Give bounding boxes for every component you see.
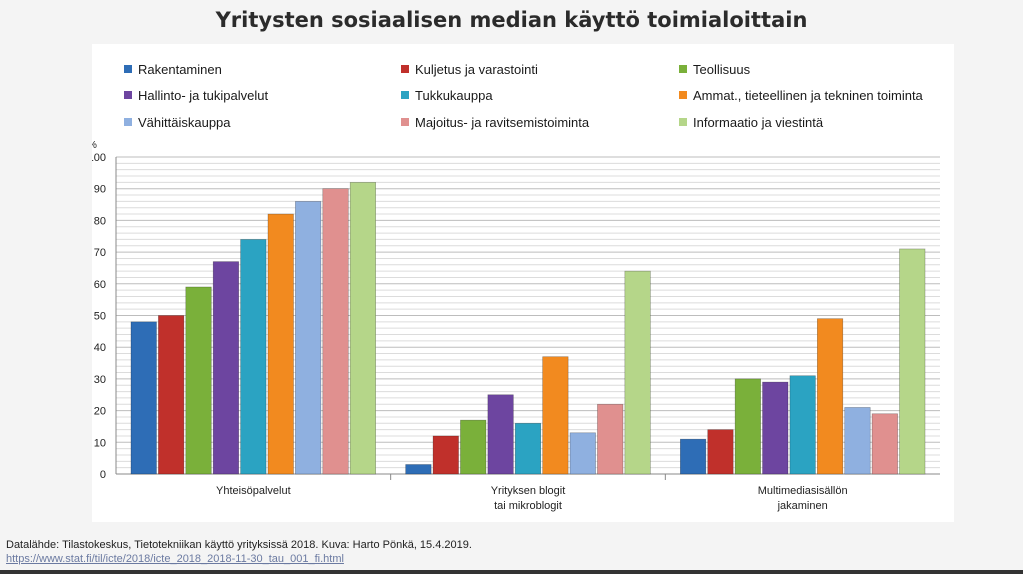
source-text: Datalähde: Tilastokeskus, Tietotekniikan… — [6, 539, 472, 551]
bar — [405, 464, 432, 475]
legend-swatch — [401, 91, 409, 99]
legend-label: Teollisuus — [693, 61, 751, 77]
bar — [295, 201, 322, 475]
legend-swatch — [679, 91, 687, 99]
x-tick-label: tai mikroblogit — [494, 500, 562, 512]
y-tick-label: 30 — [94, 374, 106, 386]
y-tick-label: 60 — [94, 279, 106, 291]
legend-label: Hallinto- ja tukipalvelut — [138, 87, 269, 103]
x-tick-label: jakaminen — [777, 500, 828, 512]
y-axis-label: % — [92, 140, 97, 151]
y-tick-label: 70 — [94, 247, 106, 259]
legend-item: Kuljetus ja varastointi — [401, 61, 538, 77]
y-tick-label: 40 — [94, 342, 106, 354]
legend-label: Rakentaminen — [138, 61, 222, 77]
y-tick-label: 20 — [94, 406, 106, 418]
y-tick-label: 90 — [94, 184, 106, 196]
legend-swatch — [124, 91, 132, 99]
legend-swatch — [124, 118, 132, 126]
legend-label: Kuljetus ja varastointi — [415, 61, 538, 77]
bar — [871, 413, 898, 475]
legend-item: Rakentaminen — [124, 61, 222, 77]
bar — [762, 381, 789, 475]
bar — [734, 378, 761, 475]
bar — [460, 419, 487, 475]
y-tick-label: 100 — [92, 152, 106, 164]
y-tick-label: 10 — [94, 437, 106, 449]
bar — [432, 435, 459, 475]
legend-label: Vähittäiskauppa — [138, 114, 231, 130]
legend-item: Teollisuus — [679, 61, 750, 77]
source-link[interactable]: https://www.stat.fi/til/icte/2018/icte_2… — [6, 553, 344, 565]
legend-label: Majoitus- ja ravitsemistoiminta — [415, 114, 590, 130]
bar — [569, 432, 596, 475]
legend-label: Informaatio ja viestintä — [693, 114, 824, 130]
bar — [487, 394, 514, 475]
bar — [707, 429, 734, 475]
y-tick-label: 50 — [94, 311, 106, 323]
bar-chart: 0 10 20 30 40 50 60 70 80 90 100% Yhteisöpalvelut Yr… — [92, 140, 940, 512]
y-tick-label: 0 — [100, 469, 106, 481]
y-tick-label: 80 — [94, 215, 106, 227]
bar — [158, 315, 185, 475]
bottom-bar — [0, 570, 1023, 574]
legend-item: Hallinto- ja tukipalvelut — [124, 87, 268, 103]
legend-item: Vähittäiskauppa — [124, 114, 231, 130]
legend-swatch — [401, 118, 409, 126]
bar — [349, 182, 376, 475]
bar — [624, 270, 651, 475]
legend-item: Informaatio ja viestintä — [679, 114, 823, 130]
bar — [844, 407, 871, 475]
legend-item: Majoitus- ja ravitsemistoiminta — [401, 114, 589, 130]
legend-item: Tukkukauppa — [401, 87, 493, 103]
legend-swatch — [679, 118, 687, 126]
bar — [680, 438, 707, 475]
legend-swatch — [401, 65, 409, 73]
bar — [597, 403, 624, 475]
legend-item: Ammat., tieteellinen ja tekninen toimint… — [679, 87, 923, 103]
chart-panel: Rakentaminen Kuljetus ja varastointi Teoll… — [92, 44, 954, 522]
bar — [130, 321, 157, 475]
chart-title: Yritysten sosiaalisen median käyttö toim… — [215, 8, 808, 32]
legend-swatch — [124, 65, 132, 73]
bar — [267, 213, 294, 475]
legend-label: Tukkukauppa — [415, 87, 493, 103]
legend-label: Ammat., tieteellinen ja tekninen toimint… — [693, 87, 923, 103]
bar — [817, 318, 844, 475]
bar — [185, 286, 212, 475]
x-tick-label: Yrityksen blogit — [491, 485, 566, 497]
bar — [240, 239, 267, 475]
bar — [542, 356, 569, 475]
x-tick-label: Multimediasisällön — [758, 485, 848, 497]
bar — [899, 248, 926, 475]
bar — [514, 422, 542, 475]
legend-swatch — [679, 65, 687, 73]
bar — [212, 261, 239, 475]
bar — [789, 375, 816, 475]
x-tick-label: Yhteisöpalvelut — [216, 485, 291, 497]
bar — [322, 188, 349, 475]
